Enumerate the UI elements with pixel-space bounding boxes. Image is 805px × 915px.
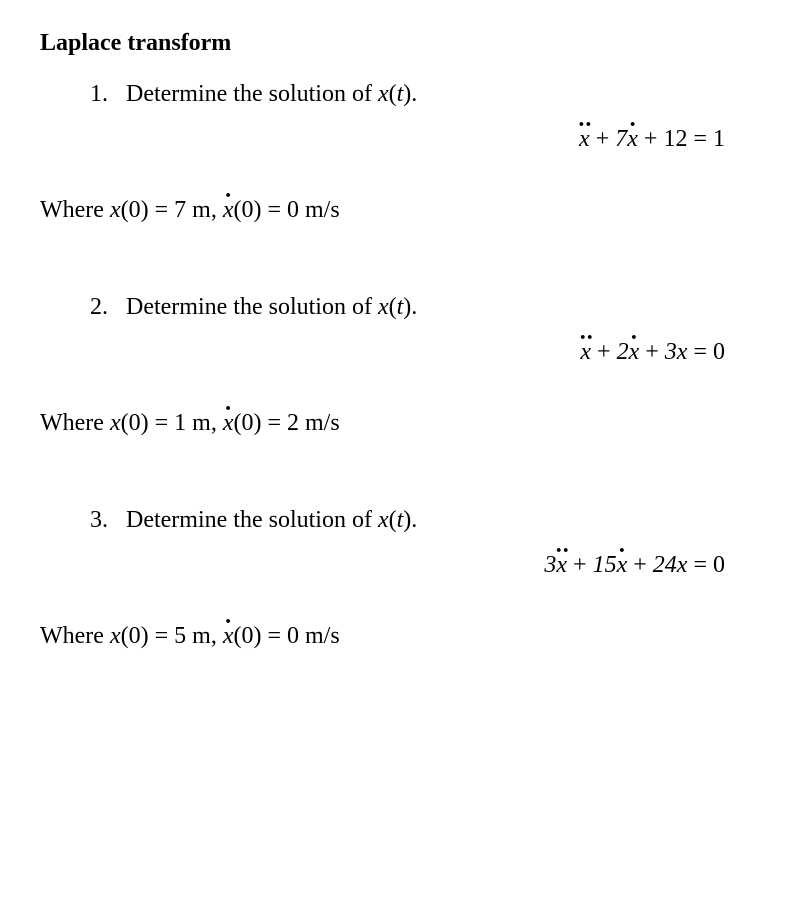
problem-3-number: 3. — [90, 507, 120, 534]
problem-2-prompt: 2. Determine the solution of x(t). — [90, 294, 765, 321]
ic1-xdot0-unit: m/s — [305, 197, 340, 223]
problem-1-number: 1. — [90, 81, 120, 108]
ic2-x0-unit: m — [192, 410, 211, 436]
problem-3-equation: 3x + 15x + 24x = 0 — [40, 552, 765, 579]
problem-2-number: 2. — [90, 294, 120, 321]
ic2-xdot0-unit: m/s — [305, 410, 340, 436]
eq2-x-coef: 3 — [665, 339, 677, 365]
eq2-coef-xdot: 2 — [617, 339, 629, 365]
problem-3-ic: Where x(0) = 5 m, x(0) = 0 m/s — [40, 623, 765, 650]
problem-3-text: Determine the solution of — [126, 507, 378, 533]
problem-1-prompt: 1. Determine the solution of x(t). — [90, 81, 765, 108]
ic2-xdot0: 2 — [287, 410, 299, 436]
problem-2-text: Determine the solution of — [126, 294, 378, 320]
ic3-x0: 5 — [174, 623, 186, 649]
problem-3-prompt: 3. Determine the solution of x(t). — [90, 507, 765, 534]
problem-2-ic: Where x(0) = 1 m, x(0) = 2 m/s — [40, 410, 765, 437]
problem-1-ic: Where x(0) = 7 m, x(0) = 0 m/s — [40, 197, 765, 224]
eq3-coef-xdot: 15 — [593, 552, 617, 578]
problem-1-text: Determine the solution of — [126, 81, 378, 107]
ic2-x0: 1 — [174, 410, 186, 436]
problem-3: 3. Determine the solution of x(t). 3x + … — [40, 507, 765, 650]
eq3-rhs: 0 — [713, 552, 725, 578]
ic1-x0: 7 — [174, 197, 186, 223]
problem-2-equation: x + 2x + 3x = 0 — [40, 339, 765, 366]
ic3-x0-unit: m — [192, 623, 211, 649]
ic3-xdot0-unit: m/s — [305, 623, 340, 649]
ic1-x0-unit: m — [192, 197, 211, 223]
eq1-rhs: 1 — [713, 126, 725, 152]
eq3-x-coef: 24 — [653, 552, 677, 578]
problem-1: 1. Determine the solution of x(t). x + 7… — [40, 81, 765, 224]
eq2-rhs: 0 — [713, 339, 725, 365]
problem-2-func: x — [378, 294, 389, 320]
eq1-const: 12 — [663, 126, 687, 152]
problem-3-func: x — [378, 507, 389, 533]
page-title: Laplace transform — [40, 30, 765, 57]
ic3-xdot0: 0 — [287, 623, 299, 649]
problem-2: 2. Determine the solution of x(t). x + 2… — [40, 294, 765, 437]
problem-1-equation: x + 7x + 12 = 1 — [40, 126, 765, 153]
problem-1-func: x — [378, 81, 389, 107]
eq1-coef-xdot: 7 — [615, 126, 627, 152]
ic1-xdot0: 0 — [287, 197, 299, 223]
